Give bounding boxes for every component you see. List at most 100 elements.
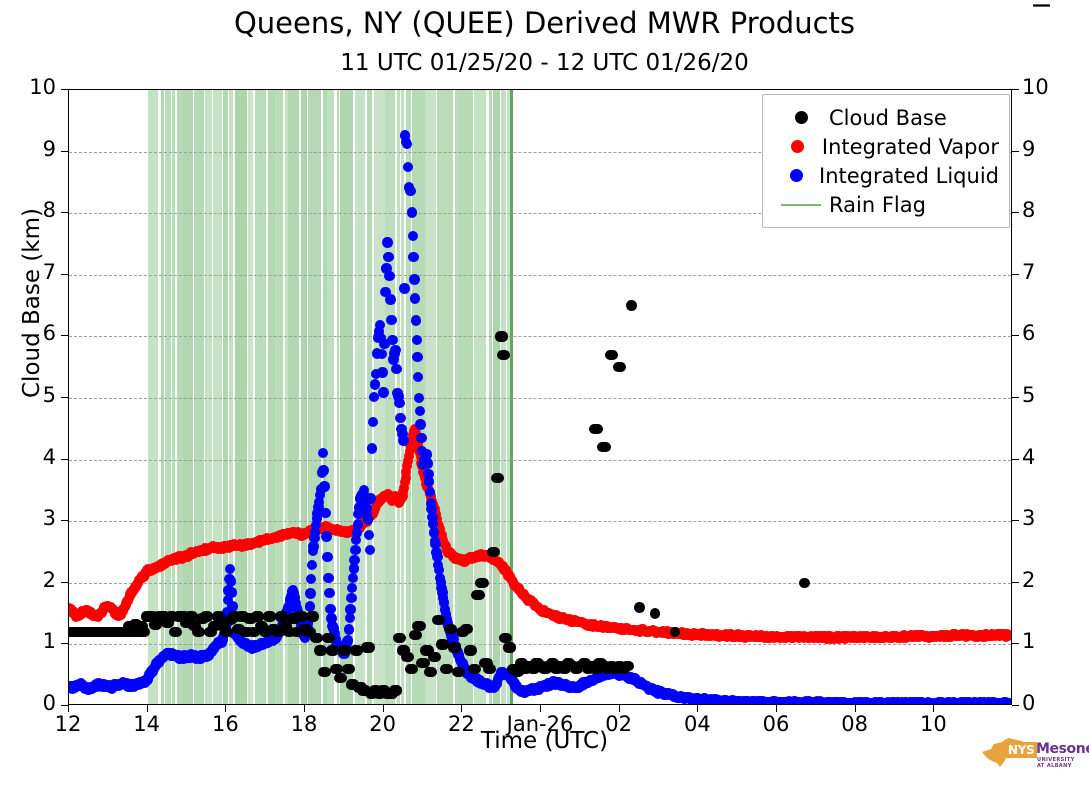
y-axis-left-tick-label: 9 <box>42 136 56 161</box>
x-axis-tickmark <box>854 705 856 712</box>
data-point <box>202 611 214 622</box>
y-axis-right-tickmark <box>1012 581 1019 583</box>
y-axis-right-tick-label: 3 <box>1022 506 1036 531</box>
data-point <box>340 645 351 656</box>
data-point <box>560 663 572 675</box>
data-point <box>422 458 433 469</box>
x-axis-tick-label: 14 <box>133 712 161 736</box>
rain-flag-band <box>288 90 299 704</box>
y-axis-right-tickmark <box>1012 520 1019 522</box>
data-point <box>328 623 339 634</box>
data-point <box>399 283 410 294</box>
marker-dot <box>790 140 804 153</box>
data-point <box>413 392 425 404</box>
legend-item[interactable]: Integrated Liquid <box>773 161 999 190</box>
data-point <box>799 577 810 588</box>
data-point <box>607 349 619 361</box>
rain-flag-band <box>327 90 331 704</box>
y-axis-left-tickmark <box>61 458 68 460</box>
y-axis-left-tickmark <box>61 335 68 337</box>
gridline <box>69 336 1011 338</box>
data-point <box>309 533 320 544</box>
y-axis-left-tick-label: 8 <box>42 198 56 223</box>
data-point <box>438 639 450 650</box>
y-axis-right-tick-label: 7 <box>1022 259 1036 284</box>
y-axis-left-tickmark <box>61 643 68 645</box>
data-point <box>402 460 413 471</box>
data-point <box>139 626 151 638</box>
data-point <box>634 602 645 613</box>
data-point <box>322 551 333 563</box>
data-point <box>225 563 236 574</box>
data-point <box>330 634 341 645</box>
y-axis-right-tick-label: 2 <box>1022 567 1036 592</box>
data-point <box>381 263 392 274</box>
data-point <box>406 185 417 197</box>
legend-item[interactable]: Cloud Base <box>773 103 999 132</box>
data-point <box>194 626 206 638</box>
rain-flag-band <box>474 90 487 704</box>
x-axis-tickmark <box>68 705 69 712</box>
rain-flag-band <box>301 90 307 704</box>
chart-subtitle: 11 UTC 01/25/20 - 12 UTC 01/26/20 <box>340 50 749 76</box>
data-point <box>395 412 406 424</box>
data-point <box>370 368 381 379</box>
y-axis-right-tick-label: 10 <box>1022 75 1049 99</box>
y-axis-right-tickmark <box>1012 212 1019 214</box>
data-point <box>214 611 226 622</box>
x-axis-tick-label: 10 <box>919 712 947 736</box>
y-axis-right-tickmark <box>1012 89 1019 90</box>
data-point <box>297 611 308 622</box>
data-point <box>446 623 458 635</box>
rain-flag-band <box>284 90 288 704</box>
data-point <box>425 498 437 509</box>
y-axis-right-tick-label: 5 <box>1022 383 1036 407</box>
data-point <box>375 332 386 344</box>
y-axis-right-tick-label: 0 <box>1022 691 1036 715</box>
rain-flag-band <box>147 90 159 704</box>
data-point <box>361 503 372 514</box>
marker-dot <box>789 169 803 182</box>
x-axis-tickmark <box>382 705 384 712</box>
x-axis-tickmark <box>540 705 541 712</box>
legend-item[interactable]: Integrated Vapor <box>773 132 999 161</box>
data-point <box>402 138 413 150</box>
y-axis-left-tickmark <box>61 212 68 214</box>
data-point <box>364 544 376 556</box>
x-axis-tickmark <box>146 705 148 712</box>
data-point <box>320 666 332 678</box>
logo-nys-text: NYS <box>1005 742 1038 758</box>
chart-title: Queens, NY (QUEE) Derived MWR Products <box>233 6 856 40</box>
data-point <box>261 626 273 638</box>
legend-item-label: Cloud Base <box>829 105 947 130</box>
data-point <box>423 469 434 480</box>
y-axis-left-tick-label: 3 <box>42 506 56 531</box>
data-point <box>305 626 316 638</box>
data-point <box>347 572 359 583</box>
data-point <box>343 634 354 645</box>
data-point <box>393 391 404 402</box>
black-dot-icon <box>773 111 829 124</box>
data-point <box>354 502 365 513</box>
data-point <box>409 293 421 304</box>
data-point <box>399 645 410 656</box>
data-point <box>250 626 261 638</box>
data-point <box>377 367 388 378</box>
logo-mesonet-text: Mesonet <box>1036 741 1089 757</box>
data-point <box>470 663 481 675</box>
x-axis-tickmark <box>461 705 463 712</box>
y-axis-left-tickmark <box>61 520 68 522</box>
rain-flag-band <box>171 90 176 704</box>
data-point <box>320 507 331 518</box>
y-axis-right-tick-label: 1 <box>1022 629 1036 654</box>
data-point <box>332 663 344 675</box>
data-point <box>348 563 359 574</box>
data-point <box>347 582 358 593</box>
data-point <box>313 501 324 513</box>
data-point <box>432 552 443 563</box>
y-axis-left-tick-label: 0 <box>42 691 56 715</box>
data-point <box>406 207 418 218</box>
data-point <box>366 443 378 454</box>
legend-item[interactable]: Rain Flag <box>773 190 999 219</box>
y-axis-right-tickmark <box>1012 705 1019 706</box>
